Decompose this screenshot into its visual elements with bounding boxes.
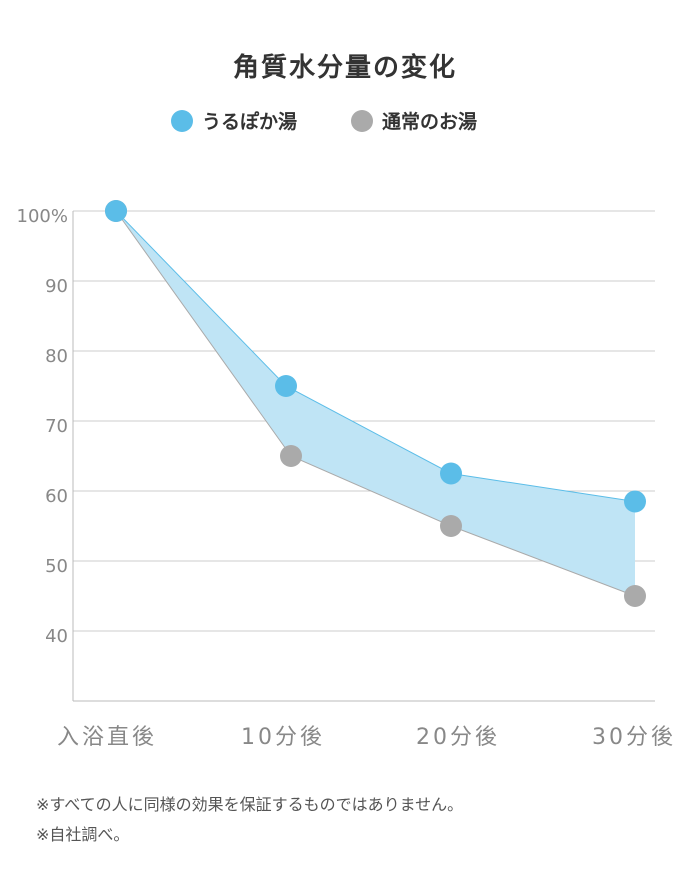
y-tick-label-70: 70 — [45, 416, 68, 437]
x-axis-labels: 入浴直後 10分後 20分後 30分後 — [57, 725, 676, 750]
series-line-1 — [115, 210, 636, 597]
series-lines — [115, 210, 636, 597]
data-point-s1-3 — [624, 585, 646, 607]
data-point-s0-0 — [105, 200, 127, 222]
x-tick-label-3: 30分後 — [592, 725, 676, 750]
series-line-0 — [115, 210, 636, 502]
y-tick-label-50: 50 — [45, 556, 68, 577]
data-point-s0-3 — [624, 490, 646, 513]
chart-title: 角質水分量の変化 — [233, 52, 457, 83]
y-tick-label-40: 40 — [45, 626, 68, 647]
difference-band — [116, 211, 635, 596]
chart: 角質水分量の変化 うるぽか湯 通常のお湯 100% 90 80 70 60 50 40 入浴直… — [17, 52, 676, 750]
x-tick-label-0: 入浴直後 — [57, 725, 157, 750]
data-point-s0-2 — [440, 462, 462, 485]
x-tick-label-2: 20分後 — [416, 725, 500, 750]
data-point-s1-2 — [440, 515, 462, 537]
legend-marker-0 — [171, 110, 193, 132]
data-point-s0-1 — [275, 375, 297, 397]
legend: うるぽか湯 通常のお湯 — [171, 110, 477, 133]
footnotes: ※すべての人に同様の効果を保証するものではありません。 ※自社調べ。 — [36, 790, 676, 850]
y-tick-label-100: 100% — [17, 206, 68, 227]
y-tick-label-80: 80 — [45, 346, 68, 367]
data-points — [105, 200, 646, 607]
legend-marker-1 — [351, 110, 373, 132]
x-tick-label-1: 10分後 — [241, 725, 325, 750]
data-point-s1-1 — [280, 445, 302, 467]
y-tick-label-60: 60 — [45, 486, 68, 507]
footnote-disclaimer: ※すべての人に同様の効果を保証するものではありません。 — [36, 795, 464, 814]
y-tick-label-90: 90 — [45, 276, 68, 297]
y-axis-labels: 100% 90 80 70 60 50 40 — [17, 206, 68, 647]
legend-label-0: うるぽか湯 — [202, 110, 297, 133]
band-area — [116, 211, 635, 596]
footnote-source: ※自社調べ。 — [36, 825, 130, 844]
legend-label-1: 通常のお湯 — [382, 110, 477, 133]
